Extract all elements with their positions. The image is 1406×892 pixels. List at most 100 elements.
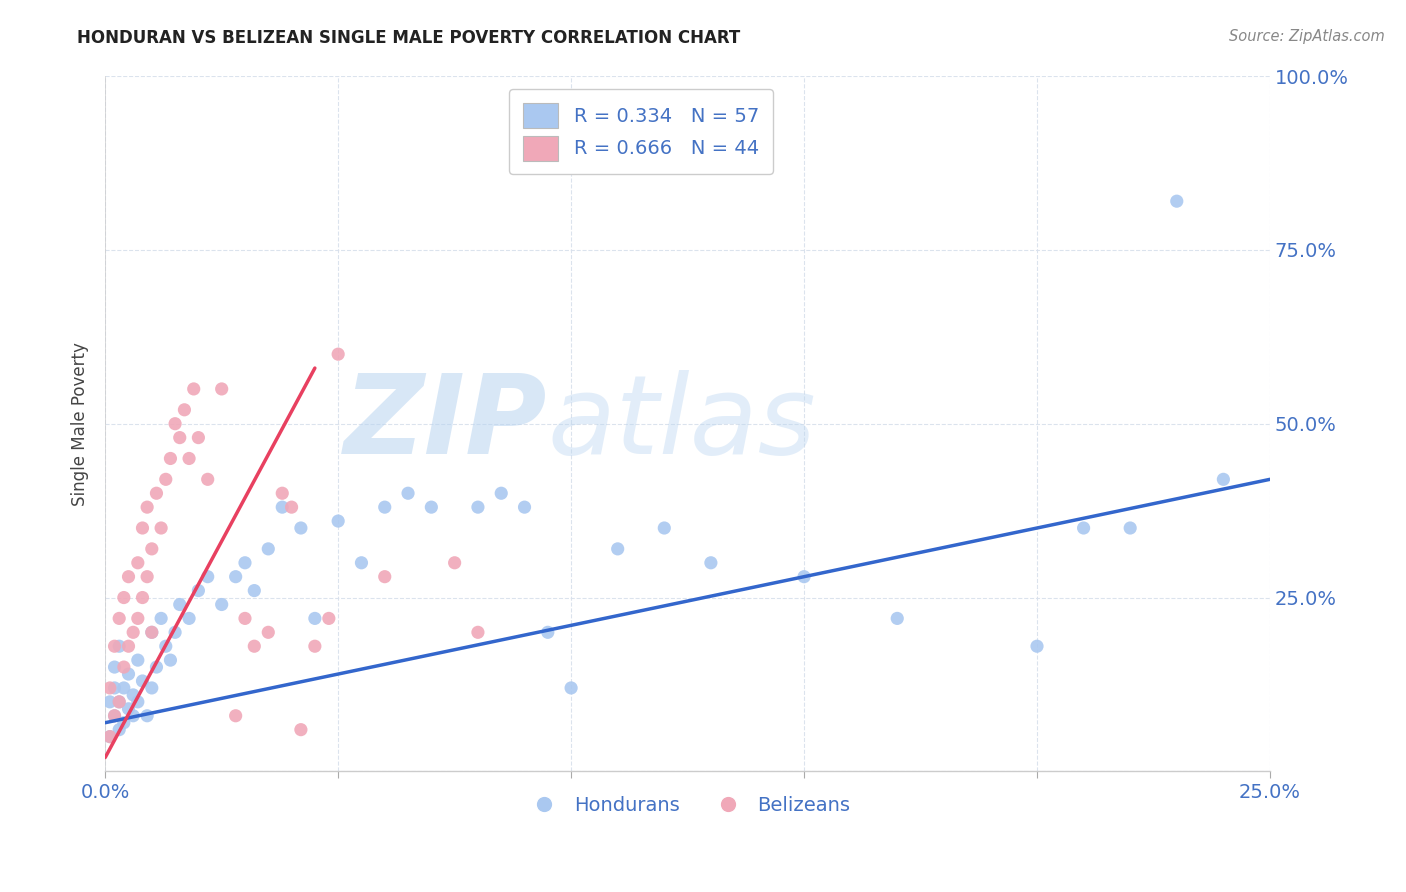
Point bbox=[374, 500, 396, 515]
Point bbox=[318, 611, 340, 625]
Point bbox=[145, 486, 167, 500]
Point bbox=[122, 688, 145, 702]
Point bbox=[197, 472, 219, 486]
Point bbox=[103, 639, 125, 653]
Point bbox=[131, 591, 153, 605]
Point bbox=[886, 611, 908, 625]
Point bbox=[150, 611, 173, 625]
Point bbox=[150, 521, 173, 535]
Point bbox=[211, 382, 233, 396]
Point bbox=[328, 514, 350, 528]
Point bbox=[225, 708, 247, 723]
Point bbox=[243, 639, 266, 653]
Point bbox=[103, 708, 125, 723]
Point bbox=[117, 639, 139, 653]
Point bbox=[537, 625, 560, 640]
Text: ZIP: ZIP bbox=[344, 370, 548, 477]
Point bbox=[131, 673, 153, 688]
Point bbox=[131, 521, 153, 535]
Text: atlas: atlas bbox=[548, 370, 817, 477]
Point bbox=[112, 715, 135, 730]
Point bbox=[304, 639, 326, 653]
Point bbox=[122, 625, 145, 640]
Point bbox=[112, 591, 135, 605]
Point bbox=[280, 500, 302, 515]
Legend: Hondurans, Belizeans: Hondurans, Belizeans bbox=[515, 786, 860, 824]
Point bbox=[155, 639, 177, 653]
Point bbox=[103, 681, 125, 695]
Point bbox=[173, 402, 195, 417]
Point bbox=[420, 500, 443, 515]
Point bbox=[396, 486, 419, 500]
Point bbox=[606, 541, 628, 556]
Point bbox=[98, 730, 121, 744]
Point bbox=[700, 556, 723, 570]
Point bbox=[1026, 639, 1049, 653]
Point bbox=[211, 598, 233, 612]
Point bbox=[225, 570, 247, 584]
Point bbox=[187, 431, 209, 445]
Point bbox=[117, 667, 139, 681]
Point bbox=[141, 625, 163, 640]
Point bbox=[652, 521, 675, 535]
Point bbox=[136, 500, 159, 515]
Point bbox=[127, 556, 149, 570]
Point bbox=[165, 417, 187, 431]
Point bbox=[103, 708, 125, 723]
Point bbox=[1073, 521, 1095, 535]
Point bbox=[350, 556, 373, 570]
Point bbox=[1166, 194, 1188, 209]
Text: Source: ZipAtlas.com: Source: ZipAtlas.com bbox=[1229, 29, 1385, 44]
Point bbox=[145, 660, 167, 674]
Point bbox=[98, 730, 121, 744]
Point bbox=[108, 639, 131, 653]
Point bbox=[271, 500, 294, 515]
Point bbox=[233, 611, 256, 625]
Point bbox=[328, 347, 350, 361]
Text: HONDURAN VS BELIZEAN SINGLE MALE POVERTY CORRELATION CHART: HONDURAN VS BELIZEAN SINGLE MALE POVERTY… bbox=[77, 29, 741, 46]
Point bbox=[127, 695, 149, 709]
Y-axis label: Single Male Poverty: Single Male Poverty bbox=[72, 342, 89, 506]
Point bbox=[467, 625, 489, 640]
Point bbox=[177, 451, 200, 466]
Point bbox=[165, 625, 187, 640]
Point bbox=[127, 611, 149, 625]
Point bbox=[513, 500, 536, 515]
Point bbox=[141, 681, 163, 695]
Point bbox=[793, 570, 815, 584]
Point bbox=[103, 660, 125, 674]
Point bbox=[108, 695, 131, 709]
Point bbox=[290, 521, 312, 535]
Point bbox=[159, 451, 181, 466]
Point bbox=[467, 500, 489, 515]
Point bbox=[187, 583, 209, 598]
Point bbox=[243, 583, 266, 598]
Point bbox=[489, 486, 512, 500]
Point bbox=[112, 681, 135, 695]
Point bbox=[122, 708, 145, 723]
Point bbox=[1119, 521, 1142, 535]
Point bbox=[108, 611, 131, 625]
Point bbox=[169, 598, 191, 612]
Point bbox=[108, 695, 131, 709]
Point bbox=[117, 702, 139, 716]
Point bbox=[141, 541, 163, 556]
Point bbox=[127, 653, 149, 667]
Point bbox=[443, 556, 465, 570]
Point bbox=[117, 570, 139, 584]
Point bbox=[304, 611, 326, 625]
Point bbox=[141, 625, 163, 640]
Point bbox=[112, 660, 135, 674]
Point bbox=[108, 723, 131, 737]
Point bbox=[136, 570, 159, 584]
Point bbox=[560, 681, 582, 695]
Point bbox=[169, 431, 191, 445]
Point bbox=[159, 653, 181, 667]
Point bbox=[233, 556, 256, 570]
Point bbox=[271, 486, 294, 500]
Point bbox=[183, 382, 205, 396]
Point bbox=[290, 723, 312, 737]
Point bbox=[1212, 472, 1234, 486]
Point bbox=[98, 681, 121, 695]
Point bbox=[98, 695, 121, 709]
